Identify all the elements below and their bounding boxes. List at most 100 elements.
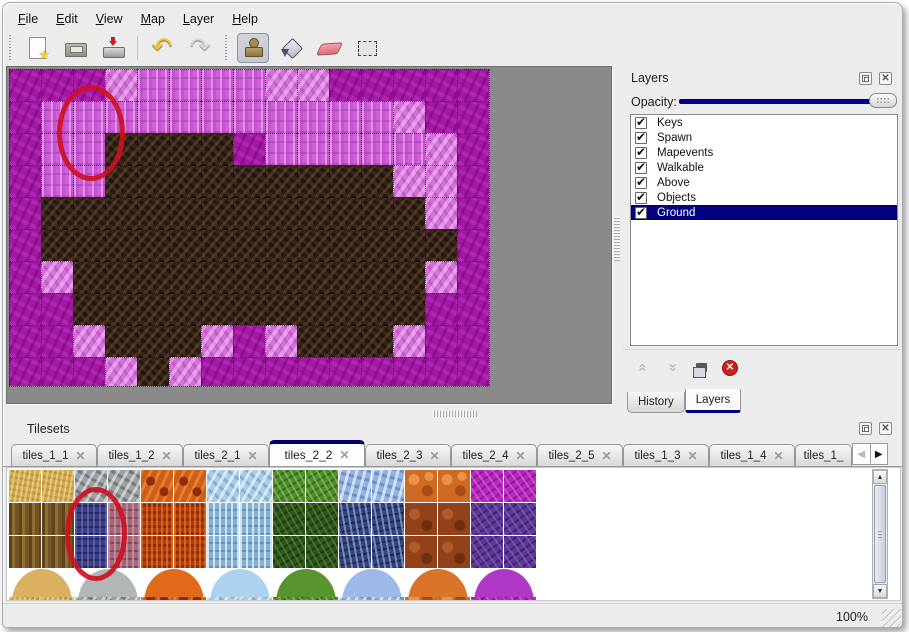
menu-view[interactable]: View [95, 12, 123, 26]
layer-checkbox[interactable] [635, 115, 647, 129]
map-tile[interactable] [9, 165, 41, 197]
map-tile[interactable] [137, 101, 169, 133]
horizontal-splitter-grip[interactable] [433, 411, 477, 417]
map-tile[interactable] [297, 357, 329, 386]
map-tile[interactable] [393, 357, 425, 386]
layer-checkbox[interactable] [635, 145, 647, 159]
map-tile[interactable] [73, 261, 105, 293]
tileset-tile[interactable] [405, 503, 437, 535]
layer-checkbox[interactable] [635, 175, 647, 189]
map-tile[interactable] [9, 133, 41, 165]
map-tile[interactable] [169, 293, 201, 325]
map-tile[interactable] [297, 229, 329, 261]
map-tile[interactable] [361, 229, 393, 261]
tileset-tile[interactable] [108, 597, 140, 600]
map-tile[interactable] [393, 293, 425, 325]
map-tile[interactable] [137, 133, 169, 165]
map-tile[interactable] [201, 261, 233, 293]
tileset-tab-tiles_2_5[interactable]: tiles_2_5 ✕ [537, 444, 623, 466]
tileset-tile[interactable] [372, 597, 404, 600]
map-tile[interactable] [137, 165, 169, 197]
tab-close-icon[interactable]: ✕ [247, 448, 258, 463]
map-tile[interactable] [105, 197, 137, 229]
map-tile[interactable] [105, 357, 137, 386]
map-tile[interactable] [361, 69, 393, 101]
layer-checkbox[interactable] [635, 130, 647, 144]
tileset-tile[interactable] [306, 503, 338, 535]
map-tile[interactable] [329, 165, 361, 197]
map-tile[interactable] [361, 325, 393, 357]
map-tile[interactable] [73, 325, 105, 357]
map-tile[interactable] [393, 261, 425, 293]
map-tile[interactable] [41, 357, 73, 386]
scrollbar-thumb[interactable] [874, 485, 886, 583]
map-tile[interactable] [329, 197, 361, 229]
map-tile[interactable] [297, 165, 329, 197]
map-tile[interactable] [105, 261, 137, 293]
map-tile[interactable] [169, 165, 201, 197]
map-tile[interactable] [41, 261, 73, 293]
map-tile[interactable] [9, 325, 41, 357]
map-tile[interactable] [73, 197, 105, 229]
map-tile[interactable] [329, 357, 361, 386]
map-tile[interactable] [9, 293, 41, 325]
tileset-tile[interactable] [273, 470, 305, 502]
duplicate-layer-button[interactable] [689, 357, 713, 379]
map-tile[interactable] [73, 293, 105, 325]
layer-checkbox[interactable] [635, 160, 647, 174]
tileset-tile[interactable] [438, 597, 470, 600]
tileset-tile[interactable] [240, 503, 272, 535]
layer-row-spawn[interactable]: Spawn [631, 130, 897, 145]
map-tile[interactable] [329, 229, 361, 261]
map-tile[interactable] [297, 325, 329, 357]
map-tile[interactable] [105, 165, 137, 197]
map-tile[interactable] [137, 69, 169, 101]
tileset-tile[interactable] [306, 536, 338, 568]
map-tile[interactable] [425, 229, 457, 261]
map-tile[interactable] [233, 229, 265, 261]
tileset-tile[interactable] [174, 536, 206, 568]
tileset-tile[interactable] [504, 536, 536, 568]
map-tile[interactable] [265, 357, 297, 386]
map-tile[interactable] [169, 69, 201, 101]
tileset-tile[interactable] [405, 597, 437, 600]
map-tile[interactable] [297, 101, 329, 133]
tileset-tile[interactable] [240, 597, 272, 600]
map-tile[interactable] [457, 101, 489, 133]
map-tile[interactable] [457, 261, 489, 293]
opacity-slider-track[interactable] [679, 99, 897, 104]
new-map-button[interactable] [21, 33, 53, 63]
menu-help[interactable]: Help [232, 12, 258, 26]
map-tile[interactable] [457, 197, 489, 229]
tileset-tile[interactable] [207, 597, 239, 600]
tileset-tile[interactable] [141, 470, 173, 502]
map-tile[interactable] [457, 325, 489, 357]
tileset-tile[interactable] [306, 470, 338, 502]
map-tile[interactable] [329, 261, 361, 293]
map-tile[interactable] [137, 357, 169, 386]
map-tile[interactable] [233, 133, 265, 165]
menu-layer[interactable]: Layer [182, 12, 215, 26]
map-tile[interactable] [329, 325, 361, 357]
map-tile[interactable] [265, 101, 297, 133]
map-tile[interactable] [425, 357, 457, 386]
map-tile[interactable] [457, 229, 489, 261]
tileset-tile[interactable] [141, 536, 173, 568]
tilesets-panel-close-button[interactable]: ✕ [879, 422, 892, 435]
map-tile[interactable] [105, 293, 137, 325]
tileset-tile[interactable] [207, 470, 239, 502]
map-tile[interactable] [297, 197, 329, 229]
map-tile[interactable] [361, 261, 393, 293]
map-tile[interactable] [425, 197, 457, 229]
map-tile[interactable] [361, 133, 393, 165]
tileset-tile[interactable] [471, 470, 503, 502]
tileset-tile[interactable] [42, 470, 74, 502]
menu-edit[interactable]: Edit [56, 12, 78, 26]
map-tile[interactable] [169, 261, 201, 293]
map-tile[interactable] [9, 357, 41, 386]
tileset-tile[interactable] [42, 597, 74, 600]
map-tile[interactable] [393, 69, 425, 101]
map-tile[interactable] [233, 165, 265, 197]
tileset-tile[interactable] [405, 536, 437, 568]
tab-close-icon[interactable]: ✕ [773, 448, 784, 463]
